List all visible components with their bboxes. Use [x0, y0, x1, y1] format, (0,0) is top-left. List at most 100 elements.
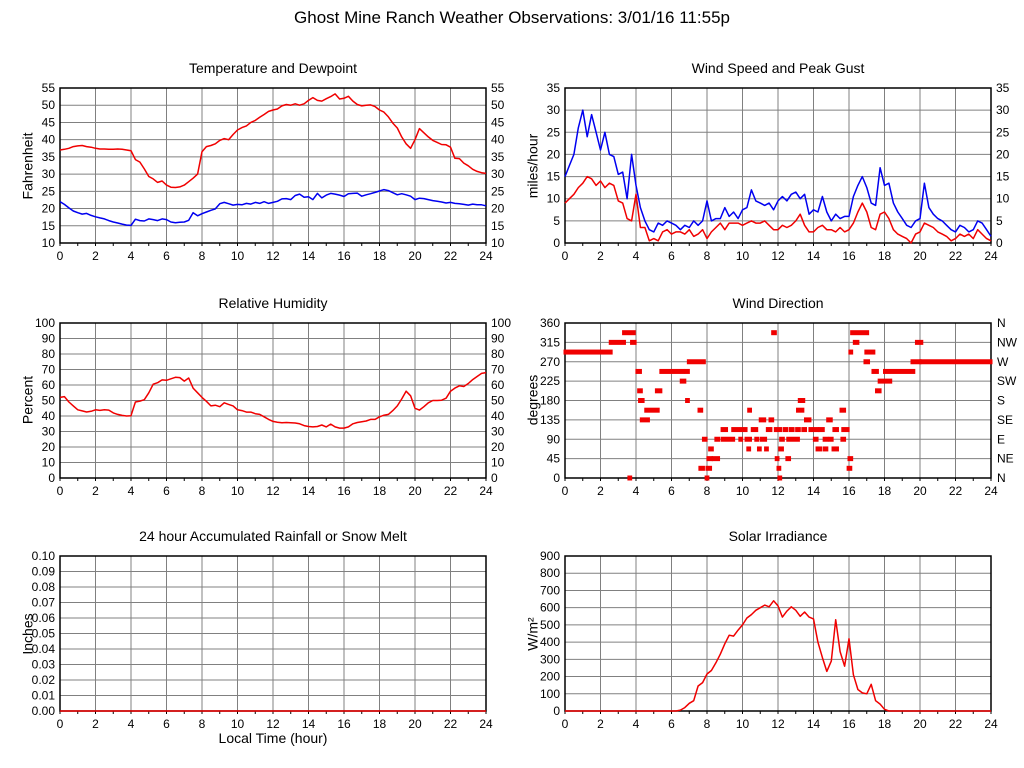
svg-text:50: 50: [42, 394, 56, 408]
svg-text:70: 70: [42, 363, 56, 377]
svg-text:14: 14: [302, 484, 316, 498]
svg-text:16: 16: [337, 717, 351, 731]
svg-text:6: 6: [668, 484, 675, 498]
page-title: Ghost Mine Ranch Weather Observations: 3…: [294, 8, 730, 27]
svg-text:55: 55: [42, 81, 56, 95]
svg-text:4: 4: [128, 717, 135, 731]
svg-text:30: 30: [996, 103, 1010, 117]
svg-text:35: 35: [996, 81, 1010, 95]
svg-text:225: 225: [540, 374, 560, 388]
svg-text:25: 25: [996, 125, 1010, 139]
svg-text:0.06: 0.06: [32, 611, 56, 625]
temperature-dewpoint-title: Temperature and Dewpoint: [188, 60, 358, 76]
svg-text:8: 8: [199, 484, 206, 498]
svg-text:24: 24: [479, 484, 493, 498]
svg-text:18: 18: [878, 484, 892, 498]
svg-text:2: 2: [92, 484, 99, 498]
svg-text:20: 20: [913, 484, 927, 498]
svg-text:0: 0: [553, 704, 560, 718]
svg-text:45: 45: [547, 452, 561, 466]
svg-text:10: 10: [42, 236, 56, 250]
svg-text:2: 2: [92, 249, 99, 263]
svg-text:50: 50: [491, 98, 505, 112]
svg-text:15: 15: [996, 170, 1010, 184]
svg-text:0.09: 0.09: [32, 565, 56, 579]
wind-direction-title: Wind Direction: [732, 295, 824, 311]
svg-text:NW: NW: [997, 335, 1018, 349]
svg-text:4: 4: [128, 484, 135, 498]
svg-text:SW: SW: [997, 374, 1017, 388]
svg-text:0: 0: [48, 471, 55, 485]
svg-text:10: 10: [231, 717, 245, 731]
svg-text:S: S: [997, 394, 1005, 408]
svg-text:90: 90: [42, 332, 56, 346]
svg-text:24: 24: [984, 249, 998, 263]
svg-text:500: 500: [540, 618, 560, 632]
svg-text:35: 35: [42, 150, 56, 164]
svg-text:0: 0: [562, 249, 569, 263]
svg-text:16: 16: [842, 484, 856, 498]
svg-text:0.05: 0.05: [32, 627, 56, 641]
svg-text:400: 400: [540, 635, 560, 649]
svg-text:12: 12: [266, 484, 280, 498]
svg-text:0: 0: [562, 484, 569, 498]
svg-text:20: 20: [408, 249, 422, 263]
svg-text:10: 10: [736, 484, 750, 498]
svg-text:22: 22: [949, 249, 963, 263]
svg-text:45: 45: [491, 115, 505, 129]
svg-text:18: 18: [878, 717, 892, 731]
svg-text:0.01: 0.01: [32, 689, 56, 703]
svg-text:70: 70: [491, 363, 505, 377]
svg-text:90: 90: [491, 332, 505, 346]
svg-text:0: 0: [996, 236, 1003, 250]
svg-text:700: 700: [540, 583, 560, 597]
svg-text:NE: NE: [997, 452, 1014, 466]
svg-text:300: 300: [540, 652, 560, 666]
svg-text:20: 20: [42, 440, 56, 454]
svg-text:22: 22: [444, 717, 458, 731]
svg-text:5: 5: [996, 214, 1003, 228]
svg-text:50: 50: [491, 394, 505, 408]
svg-text:8: 8: [199, 717, 206, 731]
svg-text:90: 90: [547, 432, 561, 446]
svg-text:40: 40: [42, 409, 56, 423]
svg-text:12: 12: [771, 484, 785, 498]
svg-text:10: 10: [231, 484, 245, 498]
svg-text:30: 30: [42, 167, 56, 181]
svg-text:SE: SE: [997, 413, 1013, 427]
svg-text:5: 5: [553, 214, 560, 228]
svg-text:20: 20: [408, 717, 422, 731]
svg-text:16: 16: [842, 717, 856, 731]
svg-text:60: 60: [491, 378, 505, 392]
svg-text:270: 270: [540, 355, 560, 369]
svg-text:16: 16: [842, 249, 856, 263]
svg-text:2: 2: [597, 249, 604, 263]
svg-text:16: 16: [337, 484, 351, 498]
svg-text:24: 24: [984, 484, 998, 498]
svg-text:200: 200: [540, 670, 560, 684]
svg-text:40: 40: [42, 133, 56, 147]
svg-text:12: 12: [771, 249, 785, 263]
svg-text:0.07: 0.07: [32, 596, 56, 610]
svg-text:315: 315: [540, 335, 560, 349]
svg-text:0: 0: [57, 484, 64, 498]
svg-text:18: 18: [373, 249, 387, 263]
svg-text:18: 18: [373, 717, 387, 731]
svg-text:60: 60: [42, 378, 56, 392]
svg-text:E: E: [997, 432, 1005, 446]
svg-text:15: 15: [42, 219, 56, 233]
svg-text:30: 30: [42, 425, 56, 439]
svg-text:6: 6: [668, 249, 675, 263]
rainfall-title: 24 hour Accumulated Rainfall or Snow Mel…: [139, 528, 407, 544]
svg-text:6: 6: [668, 717, 675, 731]
svg-text:24: 24: [479, 249, 493, 263]
svg-text:0: 0: [57, 249, 64, 263]
svg-text:10: 10: [736, 249, 750, 263]
svg-text:30: 30: [547, 103, 561, 117]
svg-text:50: 50: [42, 98, 56, 112]
svg-text:800: 800: [540, 566, 560, 580]
